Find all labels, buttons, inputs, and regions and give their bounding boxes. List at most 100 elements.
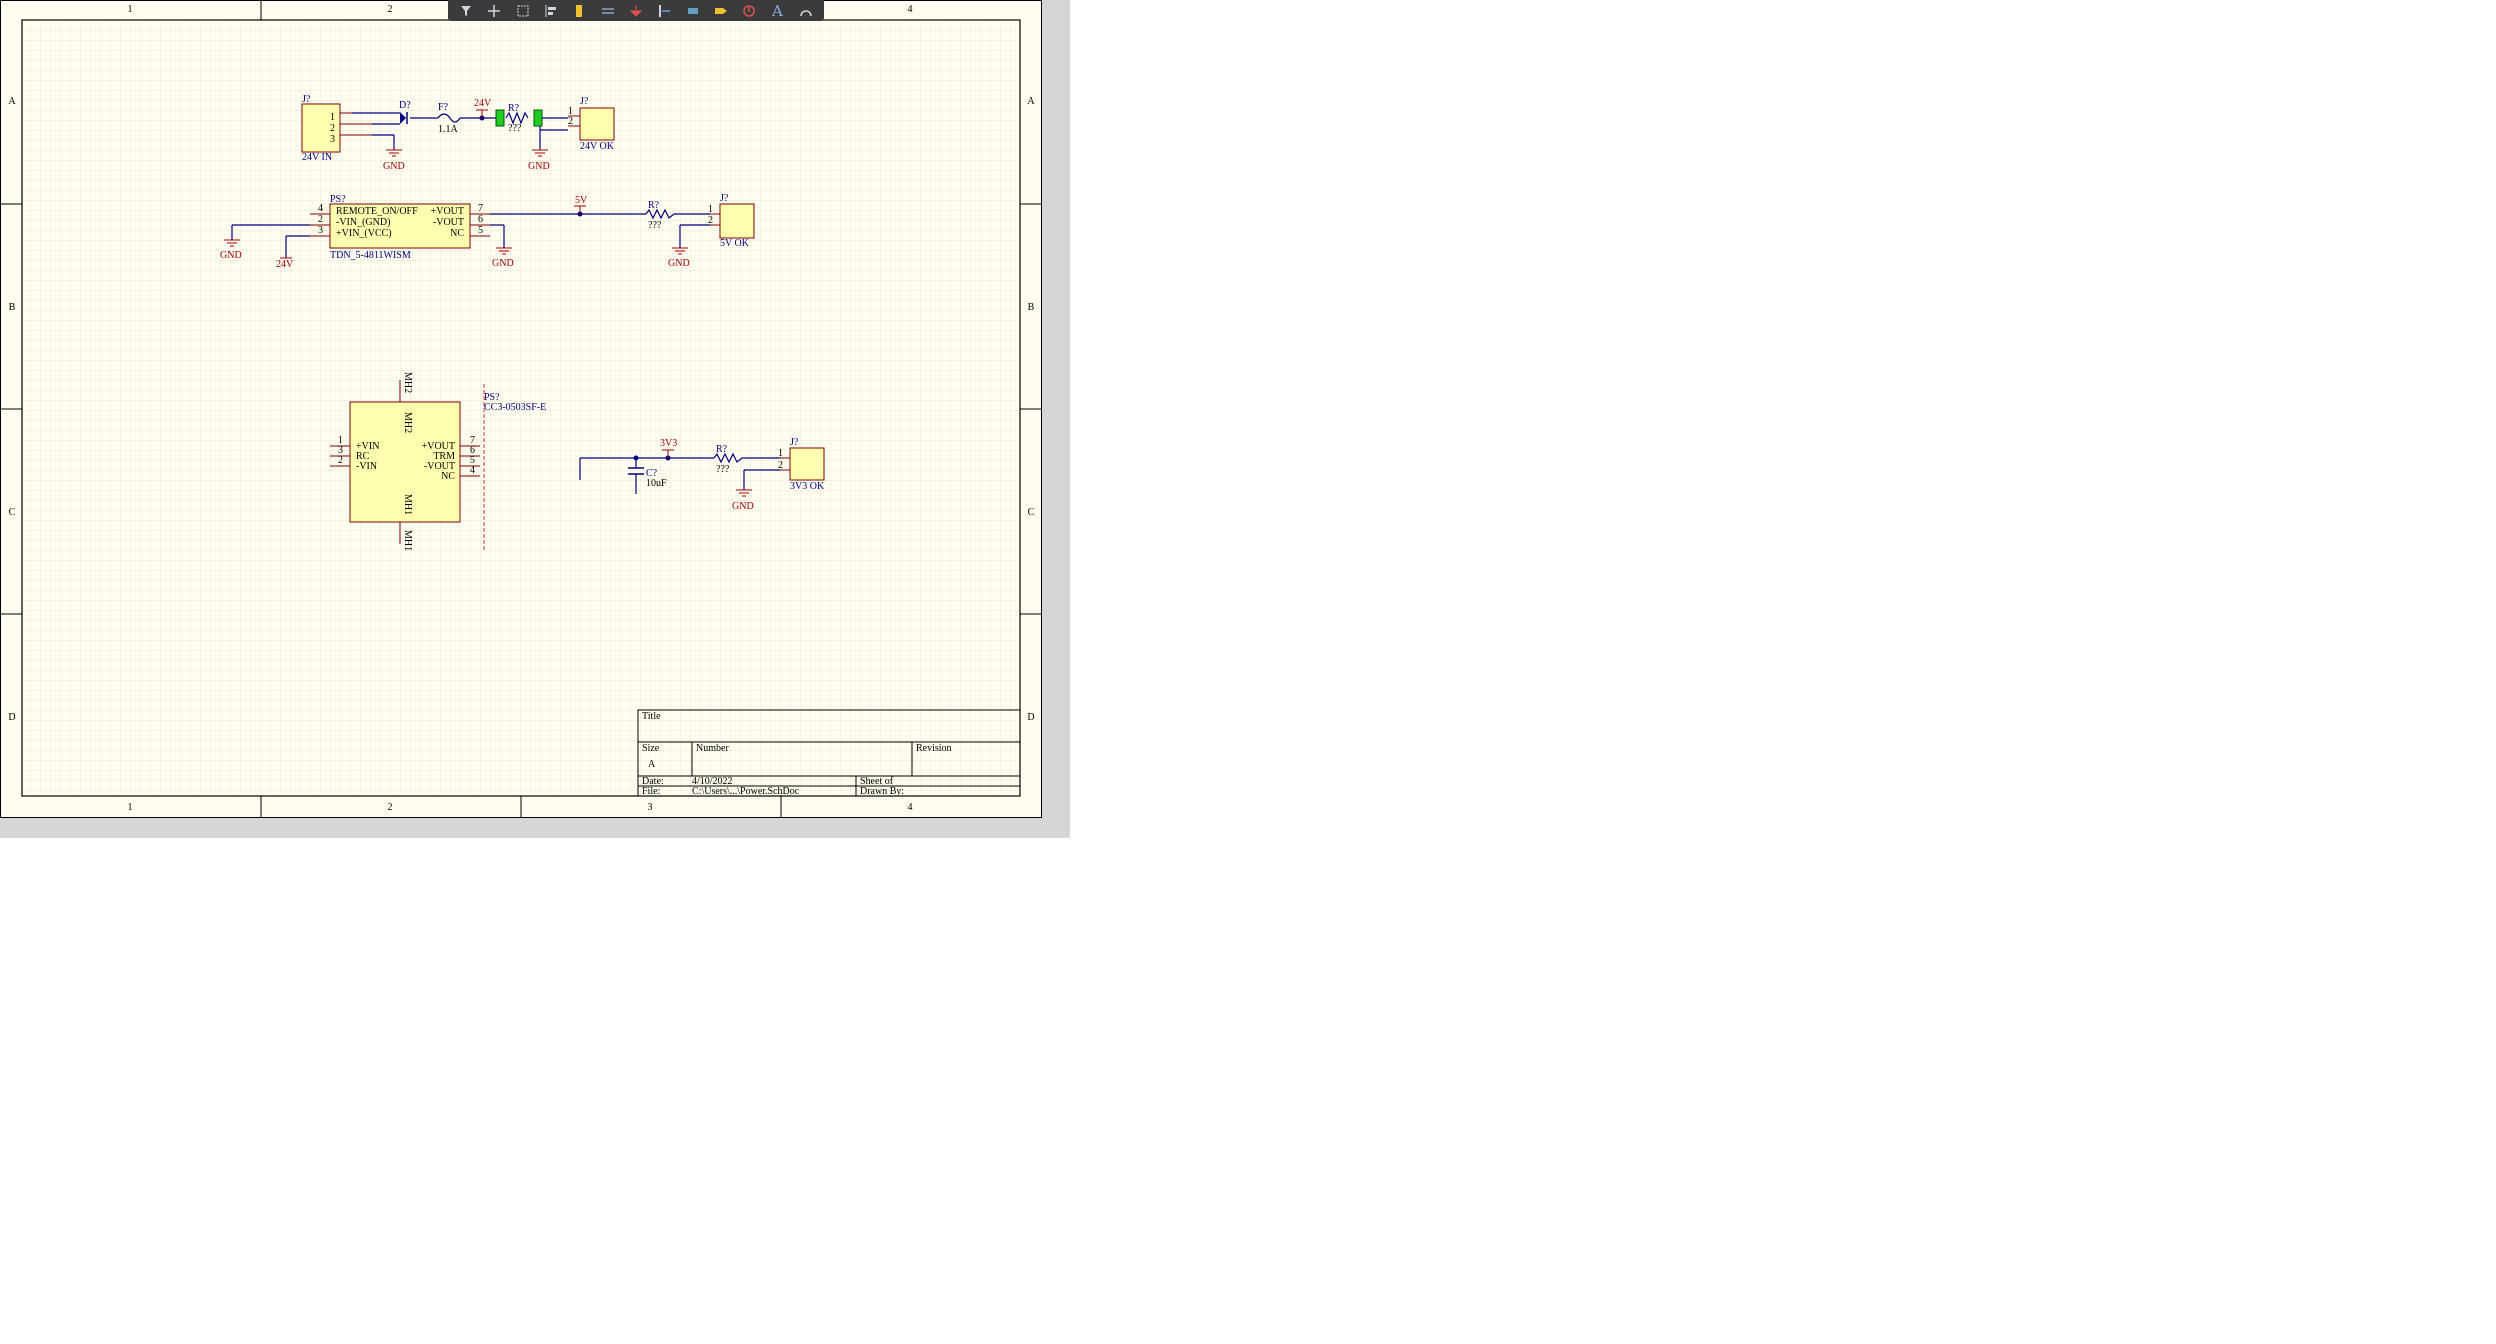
gnd-symbol-5[interactable]: GND	[668, 247, 690, 269]
size-value: A	[648, 759, 656, 770]
ps1-pin-vout-pos: +VOUT	[431, 206, 464, 217]
vertical-scrollbar[interactable]	[1042, 0, 1070, 838]
c1-designator: C?	[646, 468, 658, 479]
resistor-r2[interactable]: R? ???	[645, 200, 675, 231]
bus-icon[interactable]	[654, 2, 674, 20]
r1-designator: R?	[508, 103, 520, 114]
converter-ps2[interactable]: MH2 MH2 MH1 MH1 1 3 2 +VIN RC -VIN +VOUT…	[330, 372, 480, 551]
ps1-num-3: 3	[318, 225, 323, 236]
ps2-mh1: MH1	[402, 530, 413, 551]
j-3v3ok-comment: 3V3 OK	[790, 481, 825, 492]
ps2-mh1-inner: MH1	[402, 494, 413, 515]
net-label-24v-b: 24V	[276, 259, 294, 270]
file-value: C:\Users\...\Power.SchDoc	[692, 786, 800, 797]
ps2-pin-nc: NC	[441, 471, 455, 482]
c1-value: 10uF	[646, 478, 667, 489]
gnd-symbol-3[interactable]: GND	[220, 239, 242, 261]
align-icon[interactable]	[541, 2, 561, 20]
ps2-num-5: 5	[470, 455, 475, 466]
sheet-label: Sheet of	[860, 776, 894, 787]
zone-row-a-right: A	[1027, 96, 1035, 107]
zone-row-d-left: D	[8, 712, 15, 723]
connector-j-24vin[interactable]: 1 2 3 J? 24V IN	[301, 94, 372, 163]
wire-icon[interactable]	[598, 2, 618, 20]
j-24vin-pin1: 1	[330, 112, 335, 123]
gnd-symbol-4[interactable]: GND	[492, 247, 514, 269]
r3-designator: R?	[716, 444, 728, 455]
schematic-sheet[interactable]: 1 2 4 1 2 3 4 A B C D A B C D 1 2 3 J? 2…	[0, 0, 1070, 838]
ps2-pin-vin-pos: +VIN	[356, 441, 379, 452]
j-24vok-pin2: 2	[568, 116, 573, 127]
f1-designator: F?	[438, 102, 449, 113]
wires-24v-input	[352, 112, 500, 150]
zone-row-b-right: B	[1028, 302, 1035, 313]
zone-col-1-top: 1	[128, 4, 133, 15]
j-24vok-comment: 24V OK	[580, 141, 615, 152]
fuse-f1[interactable]: F? 1.1A	[437, 102, 461, 135]
gnd-label-1: GND	[383, 161, 405, 172]
j-24vok-designator: J?	[580, 96, 589, 107]
date-label: Date:	[642, 776, 664, 787]
ps2-designator: PS?	[484, 392, 500, 403]
filter-icon[interactable]	[456, 2, 476, 20]
r2-value: ???	[648, 220, 662, 231]
connector-j-5vok[interactable]: 1 2 J? 5V OK	[708, 193, 755, 249]
ps2-num-7: 7	[470, 435, 475, 446]
ps1-num-2: 2	[318, 214, 323, 225]
power-port-icon[interactable]	[626, 2, 646, 20]
move-cross-icon[interactable]	[484, 2, 504, 20]
j-24vin-pin3: 3	[330, 134, 335, 145]
ps1-pin-vout-neg: -VOUT	[433, 217, 464, 228]
connector-j-3v3ok[interactable]: 1 2 J? 3V3 OK	[778, 437, 825, 492]
r2-designator: R?	[648, 200, 660, 211]
zone-row-c-right: C	[1028, 507, 1035, 518]
zone-col-4-bottom: 4	[908, 802, 913, 813]
power-port-3v3[interactable]: 3V3	[660, 438, 677, 458]
title-block	[637, 709, 1021, 797]
connector-j-24vok[interactable]: 1 2 J? 24V OK	[568, 96, 615, 152]
harness-icon[interactable]	[683, 2, 703, 20]
schematic-viewport[interactable]: 1 2 4 1 2 3 4 A B C D A B C D 1 2 3 J? 2…	[0, 0, 1070, 838]
gnd-symbol-2[interactable]: GND	[528, 149, 550, 172]
size-label: Size	[642, 743, 660, 754]
no-erc-icon[interactable]	[739, 2, 759, 20]
zone-row-b-left: B	[9, 302, 16, 313]
ps2-pin-trm: TRM	[433, 451, 455, 462]
gnd-symbol-1[interactable]: GND	[383, 149, 405, 172]
ps2-mh2-inner: MH2	[402, 412, 413, 433]
ps2-part: CC3-0503SF-E	[484, 402, 546, 413]
ps2-mh2: MH2	[402, 372, 413, 393]
j-3v3ok-pin1: 1	[778, 448, 783, 459]
component-icon[interactable]	[569, 2, 589, 20]
ps2-pin-rc: RC	[356, 451, 370, 462]
ps1-num-7: 7	[478, 203, 483, 214]
power-port-24v-b[interactable]: 24V	[276, 257, 294, 270]
select-rect-icon[interactable]	[513, 2, 533, 20]
ps1-num-5: 5	[478, 225, 483, 236]
gnd-label-5: GND	[668, 258, 690, 269]
capacitor-c1[interactable]: C? 10uF	[628, 467, 667, 489]
arc-icon[interactable]	[796, 2, 816, 20]
ps1-part: TDN_5-4811WISM	[330, 250, 411, 261]
ps1-pin-nc: NC	[450, 228, 464, 239]
ps2-pin-vout-neg: -VOUT	[424, 461, 455, 472]
gnd-label-4: GND	[492, 258, 514, 269]
date-value: 4/10/2022	[692, 776, 733, 787]
text-icon[interactable]: A	[771, 1, 783, 20]
title-label: Title	[642, 711, 661, 722]
j-5vok-pin2: 2	[708, 215, 713, 226]
port-icon[interactable]	[711, 2, 731, 20]
power-port-24v[interactable]: 24V	[474, 98, 492, 121]
horizontal-scrollbar[interactable]	[0, 818, 1070, 838]
resistor-r1[interactable]: R? ???	[495, 103, 543, 134]
j-24vin-comment: 24V IN	[302, 152, 332, 163]
converter-ps1[interactable]: PS? TDN_5-4811WISM REMOTE_ON/OFF -VIN_(G…	[310, 194, 490, 261]
resistor-r3[interactable]: R? ???	[713, 444, 743, 475]
diode-d1[interactable]: D?	[399, 100, 411, 124]
ps2-num-1: 1	[338, 435, 343, 446]
ps1-num-4: 4	[318, 203, 323, 214]
gnd-symbol-6[interactable]: GND	[732, 489, 754, 512]
zone-col-3-bottom: 3	[648, 802, 653, 813]
power-port-5v[interactable]: 5V	[574, 195, 588, 217]
zone-col-2-bottom: 2	[388, 802, 393, 813]
